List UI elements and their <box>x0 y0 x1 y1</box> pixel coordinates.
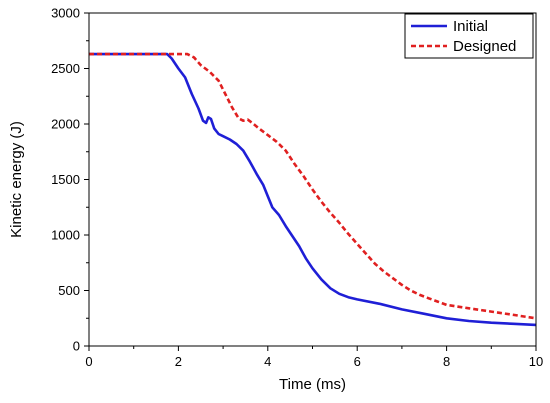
y-tick-label: 2500 <box>51 61 80 76</box>
legend-label-designed: Designed <box>453 38 516 55</box>
x-tick-label: 2 <box>175 354 182 369</box>
x-tick-label: 0 <box>85 354 92 369</box>
x-tick-label: 10 <box>529 354 543 369</box>
series-line-designed <box>89 52 537 320</box>
x-axis-title: Time (ms) <box>279 376 346 393</box>
plot-area <box>89 13 536 346</box>
y-tick-label: 0 <box>73 339 80 354</box>
plot-background <box>89 13 536 346</box>
y-tick-label: 2000 <box>51 117 80 132</box>
y-axis-title: Kinetic energy (J) <box>8 121 25 238</box>
y-tick-label: 1500 <box>51 172 80 187</box>
y-tick-label: 3000 <box>51 6 80 21</box>
y-tick-label: 1000 <box>51 228 80 243</box>
legend-label-initial: Initial <box>453 18 488 35</box>
x-tick-label: 8 <box>443 354 450 369</box>
legend: Initial Designed <box>404 13 534 59</box>
plot-frame <box>88 12 537 347</box>
x-tick-label: 6 <box>354 354 361 369</box>
ticks-layer: 0 2 4 6 8 10 0 500 1000 1500 2000 2500 3000 <box>51 6 543 370</box>
legend-box <box>404 13 534 59</box>
series-line-initial <box>89 52 537 327</box>
y-tick-label: 500 <box>58 283 80 298</box>
x-tick-label: 4 <box>264 354 271 369</box>
series-layer <box>89 52 537 327</box>
